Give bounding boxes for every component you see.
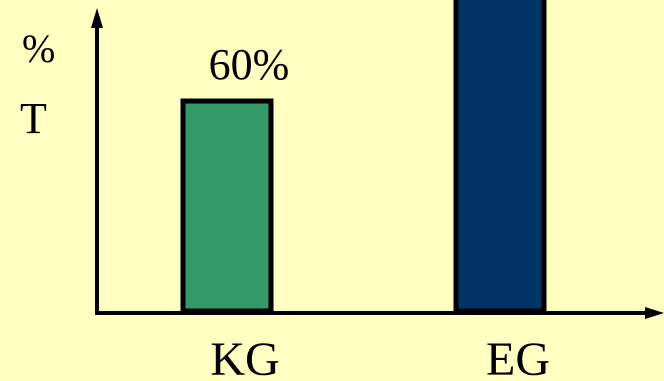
x-tick-label-kg: KG <box>210 333 279 381</box>
bars: 60%KG90%EG <box>180 0 550 381</box>
bar-kg <box>180 98 274 314</box>
y-axis-label-line-1: % <box>22 26 55 71</box>
x-tick-label-eg: EG <box>486 333 550 381</box>
axes <box>91 8 664 319</box>
data-label-kg: 60% <box>209 40 290 89</box>
x-axis-arrow-icon <box>645 307 664 319</box>
bar-eg <box>453 0 547 314</box>
y-axis-label-line-2: T <box>20 94 47 143</box>
y-axis-arrow-icon <box>91 8 103 28</box>
